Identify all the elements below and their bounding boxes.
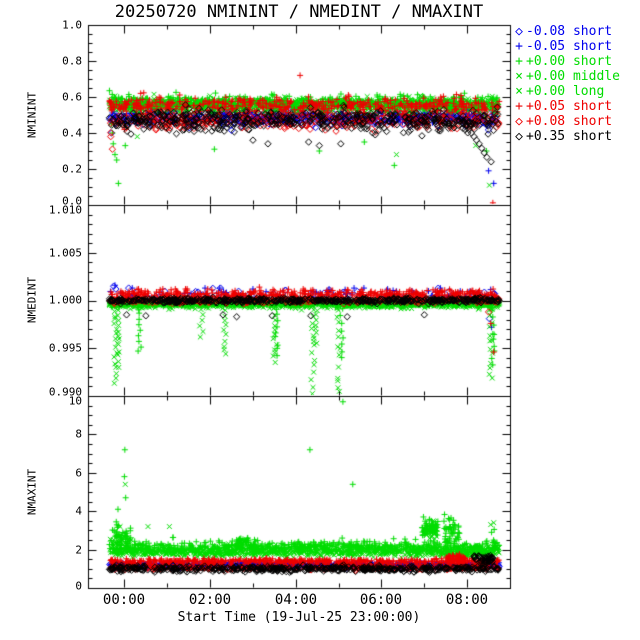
legend-marker-diamond-icon: ◇ bbox=[515, 24, 523, 39]
y-tick-label: 0.6 bbox=[62, 90, 82, 104]
y-tick-label: 1.000 bbox=[48, 293, 82, 307]
legend-label: +0.00 middle bbox=[526, 69, 620, 84]
x-tick-label: 04:00 bbox=[274, 592, 318, 608]
y-tick-label: 6 bbox=[75, 466, 82, 480]
y-tick-label: 0.0 bbox=[62, 194, 82, 208]
y-tick-label: 1.010 bbox=[48, 203, 82, 217]
x-tick-label: 08:00 bbox=[445, 592, 489, 608]
x-tick-label: 06:00 bbox=[359, 592, 403, 608]
x-tick-label: 02:00 bbox=[188, 592, 232, 608]
legend-entry: ◇ +0.35 short bbox=[512, 129, 620, 144]
legend-entry: ◇ +0.08 short bbox=[512, 114, 620, 129]
legend-label: -0.08 short bbox=[526, 24, 613, 39]
y-tick-label: 0.8 bbox=[62, 54, 82, 68]
legend-marker-diamond-icon: ◇ bbox=[515, 114, 523, 129]
legend-label: +0.35 short bbox=[526, 129, 613, 144]
legend-label: +0.00 long bbox=[526, 84, 605, 99]
legend-marker-cross-icon: × bbox=[515, 84, 523, 99]
legend-entry: + -0.05 short bbox=[512, 39, 620, 54]
legend-entry: + +0.00 short bbox=[512, 54, 620, 69]
legend-label: +0.05 short bbox=[526, 99, 613, 114]
y-tick-label: 0.2 bbox=[62, 162, 82, 176]
y-tick-label: 1.005 bbox=[48, 246, 82, 260]
y-tick-label: 0 bbox=[75, 579, 82, 593]
legend-label: +0.08 short bbox=[526, 114, 613, 129]
legend: ◇ -0.08 short + -0.05 short + +0.00 short ×… bbox=[512, 24, 620, 144]
legend-entry: × +0.00 long bbox=[512, 84, 620, 99]
y-tick-label: 2 bbox=[75, 543, 82, 557]
y-tick-label: 8 bbox=[75, 427, 82, 441]
legend-entry: × +0.00 middle bbox=[512, 69, 620, 84]
legend-marker-plus-icon: + bbox=[515, 39, 523, 54]
legend-entry: + +0.05 short bbox=[512, 99, 620, 114]
y-tick-label: 4 bbox=[75, 504, 82, 518]
legend-marker-plus-icon: + bbox=[515, 99, 523, 114]
x-tick-label: 00:00 bbox=[102, 592, 146, 608]
chart-title: 20250720 NMININT / NMEDINT / NMAXINT bbox=[114, 2, 484, 22]
legend-marker-diamond-icon: ◇ bbox=[515, 129, 523, 144]
y-tick-label: 1.0 bbox=[62, 18, 82, 32]
y-tick-label: 0.990 bbox=[48, 385, 82, 399]
legend-marker-plus-icon: + bbox=[515, 54, 523, 69]
x-axis-title: Start Time (19-Jul-25 23:00:00) bbox=[177, 610, 421, 625]
legend-marker-cross-icon: × bbox=[515, 69, 523, 84]
y-tick-label: 0.4 bbox=[62, 126, 82, 140]
y-tick-label: 10 bbox=[68, 394, 82, 408]
legend-entry: ◇ -0.08 short bbox=[512, 24, 620, 39]
legend-label: -0.05 short bbox=[526, 39, 613, 54]
legend-label: +0.00 short bbox=[526, 54, 613, 69]
y-tick-label: 0.995 bbox=[48, 341, 82, 355]
